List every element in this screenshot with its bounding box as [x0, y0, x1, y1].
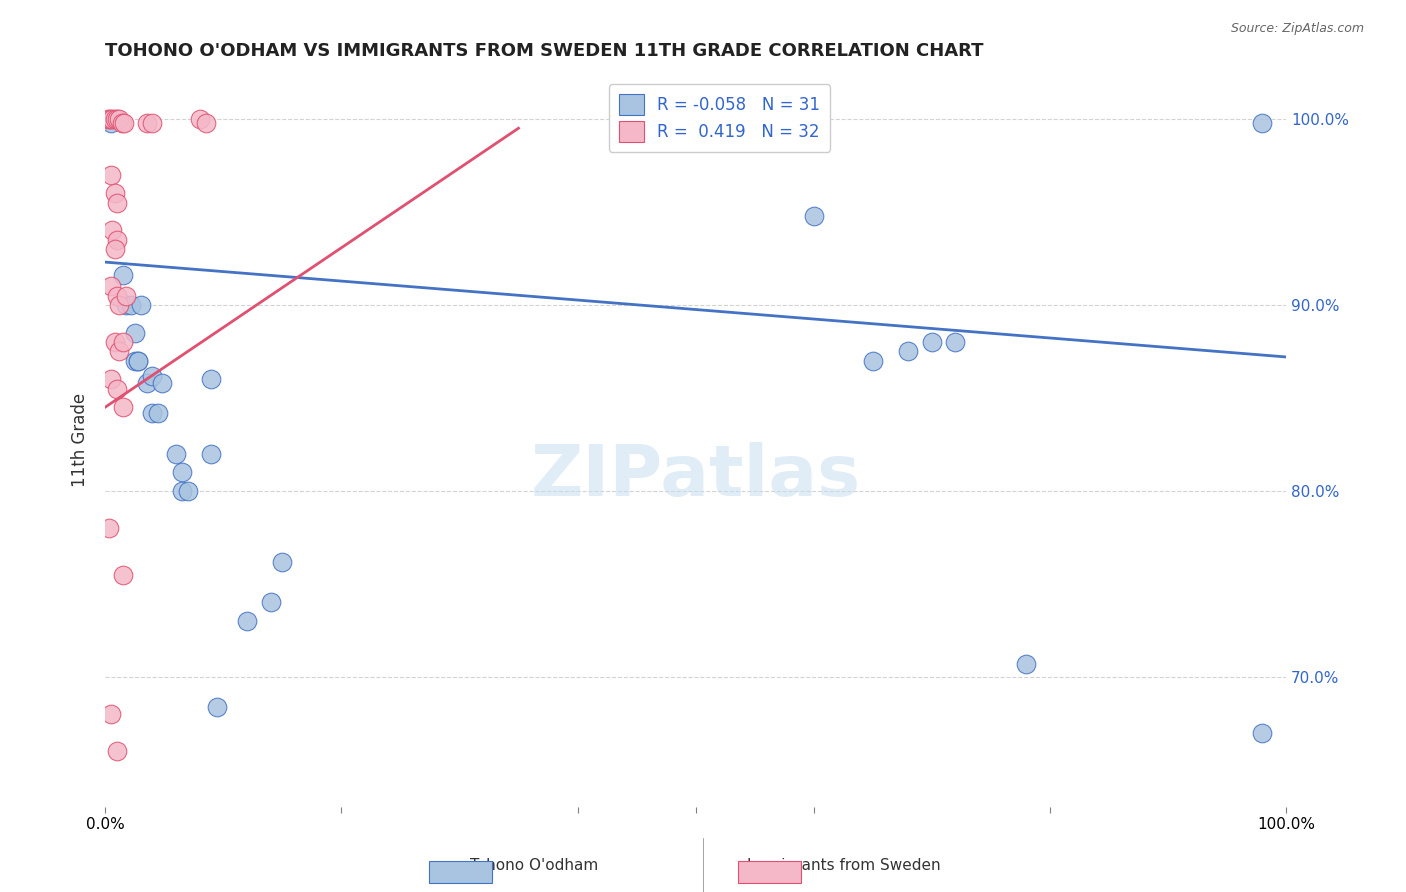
- Point: [111, 400, 134, 414]
- Point: [111, 567, 134, 582]
- Point: [141, 115, 163, 129]
- Text: TOHONO O'ODHAM VS IMMIGRANTS FROM SWEDEN 11TH GRADE CORRELATION CHART: TOHONO O'ODHAM VS IMMIGRANTS FROM SWEDEN…: [105, 42, 984, 60]
- Point: [108, 298, 131, 312]
- Point: [97, 521, 120, 535]
- Point: [207, 699, 229, 714]
- Point: [124, 326, 146, 340]
- Point: [150, 376, 173, 390]
- Point: [104, 186, 127, 201]
- Point: [100, 279, 122, 293]
- Point: [135, 115, 157, 129]
- Point: [170, 483, 193, 498]
- Point: [135, 376, 157, 390]
- Point: [943, 334, 966, 349]
- Point: [105, 382, 128, 396]
- Point: [177, 483, 200, 498]
- Point: [259, 595, 281, 609]
- Point: [98, 112, 121, 126]
- Point: [100, 168, 122, 182]
- Point: [115, 298, 138, 312]
- Legend: R = -0.058   N = 31, R =  0.419   N = 32: R = -0.058 N = 31, R = 0.419 N = 32: [609, 85, 830, 152]
- Point: [105, 744, 128, 758]
- Y-axis label: 11th Grade: 11th Grade: [72, 392, 89, 487]
- Point: [921, 334, 943, 349]
- Point: [200, 447, 222, 461]
- Point: [127, 353, 149, 368]
- Text: Tohono O'odham: Tohono O'odham: [470, 858, 599, 872]
- Point: [105, 233, 128, 247]
- Point: [112, 115, 135, 129]
- Point: [111, 268, 134, 282]
- Point: [803, 209, 825, 223]
- Text: ZIPatlas: ZIPatlas: [530, 442, 860, 511]
- Point: [200, 372, 222, 386]
- Point: [100, 706, 122, 721]
- Text: Source: ZipAtlas.com: Source: ZipAtlas.com: [1230, 22, 1364, 36]
- Point: [105, 195, 128, 210]
- Point: [97, 112, 120, 126]
- Point: [104, 334, 127, 349]
- Point: [124, 353, 146, 368]
- Point: [104, 242, 127, 256]
- Point: [111, 334, 134, 349]
- Point: [129, 298, 152, 312]
- Point: [101, 223, 124, 237]
- Point: [862, 353, 884, 368]
- Point: [105, 112, 128, 126]
- Point: [194, 115, 217, 129]
- Point: [115, 288, 138, 302]
- Point: [1251, 115, 1274, 129]
- Point: [108, 344, 131, 359]
- Point: [127, 353, 149, 368]
- Point: [236, 614, 259, 628]
- Point: [108, 112, 131, 126]
- Point: [105, 288, 128, 302]
- Point: [101, 112, 124, 126]
- Point: [111, 115, 134, 129]
- Point: [100, 115, 122, 129]
- Point: [120, 298, 142, 312]
- Point: [271, 554, 294, 568]
- Point: [1251, 725, 1274, 739]
- Point: [188, 112, 211, 126]
- Point: [141, 368, 163, 383]
- Point: [148, 406, 170, 420]
- Text: Immigrants from Sweden: Immigrants from Sweden: [747, 858, 941, 872]
- Point: [141, 406, 163, 420]
- Point: [170, 465, 193, 479]
- Point: [104, 112, 127, 126]
- Point: [897, 344, 920, 359]
- Point: [165, 447, 187, 461]
- Point: [100, 372, 122, 386]
- Point: [1015, 657, 1038, 671]
